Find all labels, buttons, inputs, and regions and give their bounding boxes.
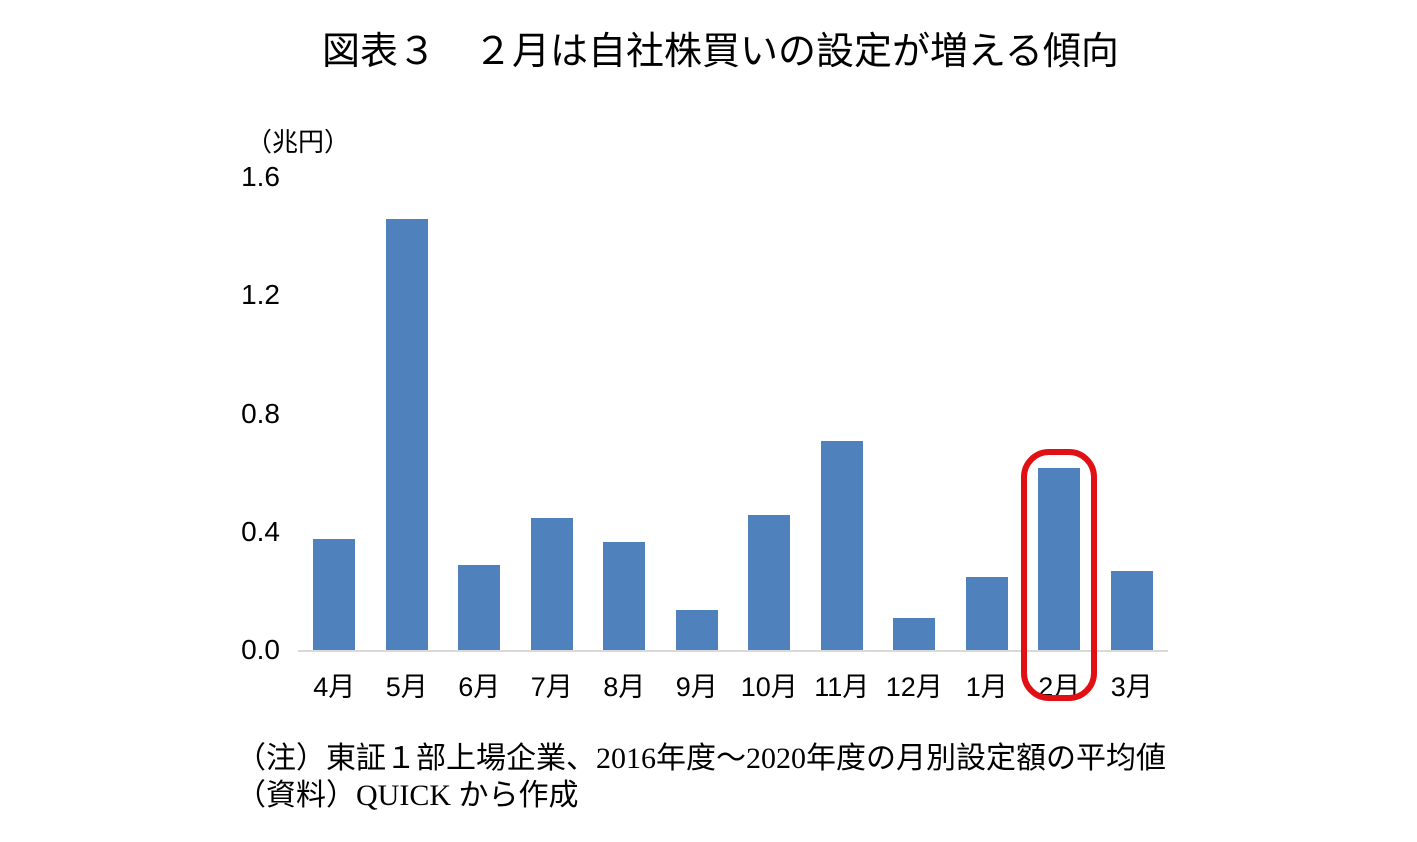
- y-tick-label: 0.8: [241, 397, 280, 429]
- x-tick-label: 1月: [965, 672, 1008, 702]
- y-axis-unit-label: （兆円）: [246, 127, 351, 157]
- bar: [1038, 467, 1081, 651]
- bar: [893, 618, 936, 651]
- x-tick-label: 12月: [885, 672, 943, 702]
- x-tick-label: 9月: [675, 672, 718, 702]
- bar: [965, 577, 1008, 651]
- x-tick-label: 11月: [814, 672, 870, 702]
- y-tick-label: 1.6: [241, 161, 280, 192]
- x-tick-label: 7月: [530, 672, 573, 702]
- y-tick-label: 1.2: [241, 279, 280, 311]
- bar: [385, 219, 428, 651]
- note-line: （注）東証１部上場企業、2016年度～2020年度の月別設定額の平均値: [236, 742, 1166, 775]
- source-line: （資料）QUICK から作成: [236, 779, 579, 812]
- x-tick-label: 10月: [740, 672, 798, 702]
- bar: [458, 565, 501, 651]
- chart-title: 図表３ ２月は自社株買いの設定が増える傾向: [322, 31, 1119, 73]
- bar: [313, 538, 356, 651]
- x-axis-line: [298, 650, 1168, 652]
- bar: [1110, 571, 1153, 651]
- bar: [820, 441, 863, 651]
- x-tick-label: 8月: [603, 672, 646, 702]
- bar: [603, 541, 646, 651]
- y-tick-label: 0.0: [241, 634, 280, 665]
- bar: [748, 515, 791, 651]
- x-tick-label: 3月: [1110, 672, 1153, 702]
- x-tick-label: 4月: [313, 672, 356, 702]
- x-tick-label: 5月: [385, 672, 428, 702]
- bar: [675, 609, 718, 651]
- y-tick-label: 0.4: [241, 515, 280, 547]
- bar: [530, 517, 573, 651]
- x-tick-label: 6月: [458, 672, 501, 702]
- highlight-box: [1021, 448, 1098, 701]
